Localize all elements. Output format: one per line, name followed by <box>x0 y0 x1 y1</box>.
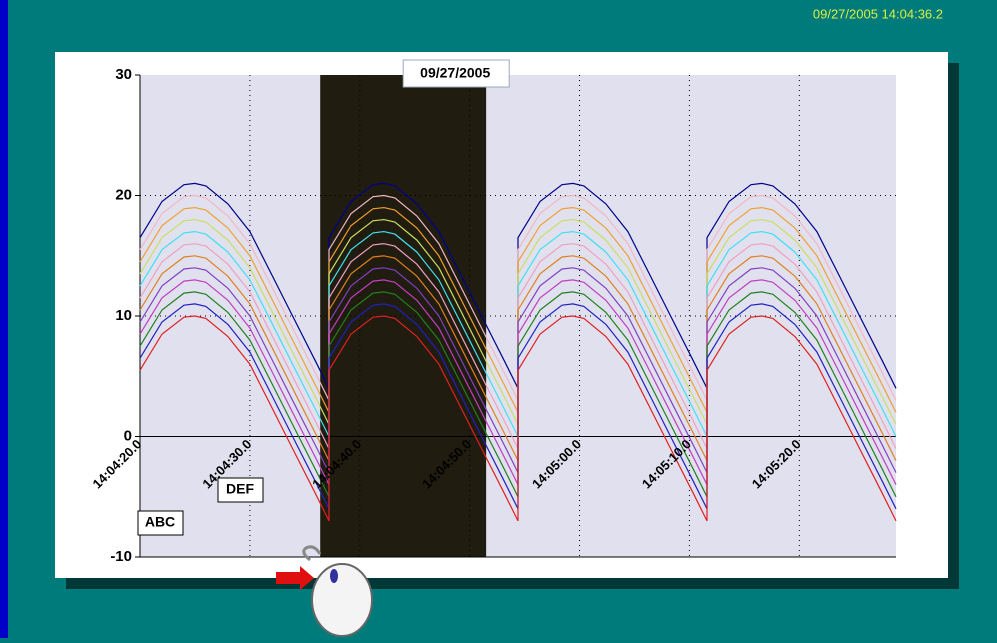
y-tick-label: 20 <box>115 186 132 203</box>
annotation-text: ABC <box>145 514 175 530</box>
mouse-body <box>312 564 372 636</box>
screen: 09/27/2005 14:04:36.2 ABC DEF -100102030… <box>0 0 997 638</box>
selection-label: 09/27/2005 <box>420 65 490 81</box>
y-tick-label: 10 <box>115 307 132 324</box>
mouse-wheel <box>330 569 338 583</box>
window-border <box>0 0 8 638</box>
y-tick-label: -10 <box>110 548 132 565</box>
timestamp: 09/27/2005 14:04:36.2 <box>813 6 943 21</box>
annotation-text: DEF <box>226 481 254 497</box>
y-tick-label: 30 <box>115 66 132 83</box>
